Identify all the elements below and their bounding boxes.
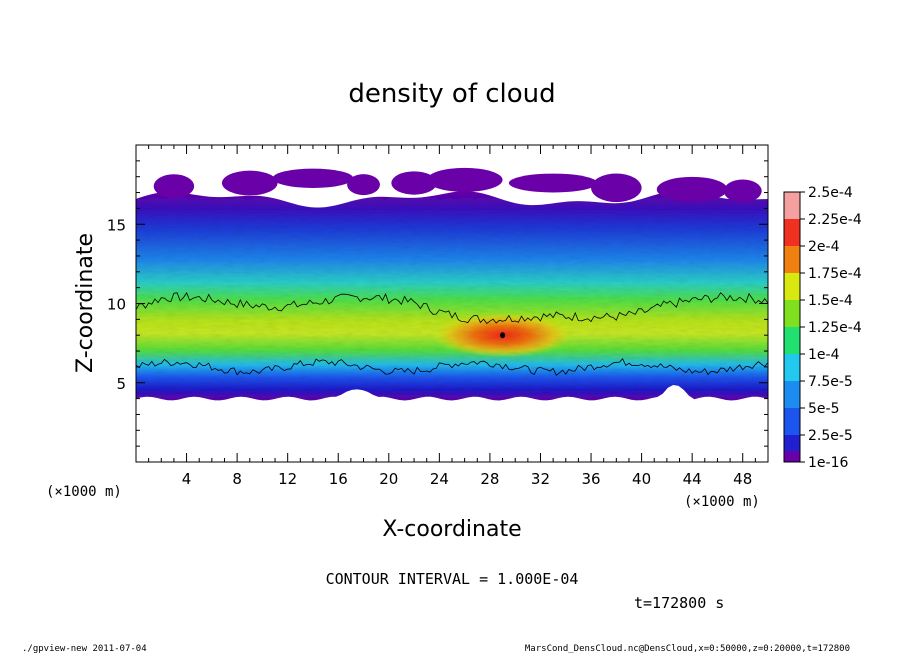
x-tick-label: 8 — [232, 470, 242, 488]
y-axis-title: Z-coordinate — [73, 233, 98, 373]
colorbar-swatch — [784, 451, 800, 462]
x-unit-label-right: (×1000 m) — [684, 494, 760, 510]
x-tick-label: 28 — [480, 470, 499, 488]
x-tick-label: 12 — [278, 470, 297, 488]
cloud-blob — [591, 173, 642, 203]
time-label: t=172800 s — [634, 594, 724, 612]
colorbar-swatch — [784, 246, 800, 273]
x-tick-label: 44 — [683, 470, 702, 488]
contour-lines — [136, 292, 768, 376]
colorbar-swatch — [784, 219, 800, 246]
footer-right: MarsCond_DensCloud.nc@DensCloud,x=0:5000… — [525, 644, 850, 654]
x-tick-label: 20 — [379, 470, 398, 488]
x-tick-label: 40 — [632, 470, 651, 488]
colorbar-label: 1e-4 — [808, 347, 840, 363]
colorbar-label: 2.5e-5 — [808, 428, 853, 444]
x-unit-label-left: (×1000 m) — [46, 484, 122, 500]
x-tick-label: 36 — [581, 470, 600, 488]
cloud-blob — [426, 167, 503, 192]
cloud-blob — [272, 168, 354, 188]
y-tick-label: 15 — [107, 216, 126, 234]
colorbar-swatch — [784, 408, 800, 435]
colorbar-swatch — [784, 300, 800, 327]
cloud-top-blobs — [153, 167, 762, 203]
cloud-blob — [391, 171, 437, 195]
x-tick-label: 16 — [329, 470, 348, 488]
colorbar-label: 2.25e-4 — [808, 212, 862, 228]
colorbar-label: 1.75e-4 — [808, 266, 862, 282]
colorbar-label: 1.5e-4 — [808, 293, 853, 309]
cloud-blob — [153, 174, 195, 199]
cloud-layer — [136, 190, 768, 401]
x-tick-label: 48 — [733, 470, 752, 488]
cloud-blob — [656, 176, 728, 202]
x-axis: 4 8 12 16 20 24 28 32 36 40 44 48 — [148, 145, 756, 488]
colorbar-label: 1e-16 — [808, 455, 848, 471]
chart-title: density of cloud — [348, 79, 555, 109]
contour-interval-text: CONTOUR INTERVAL = 1.000E-04 — [326, 570, 579, 588]
y-tick-label: 5 — [116, 375, 126, 393]
cloud-blob — [508, 173, 598, 193]
heatmap-field — [136, 167, 768, 401]
contour-peak — [500, 332, 506, 339]
y-tick-label: 10 — [107, 296, 126, 314]
cloud-blob — [221, 170, 278, 196]
colorbar-label: 2e-4 — [808, 239, 840, 255]
y-axis: 5 10 15 — [107, 160, 768, 447]
cloud-blob — [723, 179, 762, 203]
x-tick-label: 24 — [430, 470, 449, 488]
x-tick-label: 32 — [531, 470, 550, 488]
colorbar-swatch — [784, 381, 800, 408]
cloud-blob — [347, 174, 380, 196]
contour-lower — [136, 357, 768, 376]
contour-upper — [136, 292, 768, 324]
colorbar-label: 5e-5 — [808, 401, 839, 417]
colorbar-swatch — [784, 273, 800, 300]
x-tick-label: 4 — [182, 470, 192, 488]
colorbar-label: 2.5e-4 — [808, 185, 853, 201]
colorbar-swatch — [784, 327, 800, 354]
colorbar-swatch — [784, 354, 800, 381]
colorbar-label: 7.5e-5 — [808, 374, 853, 390]
footer-left: ./gpview-new 2011-07-04 — [22, 644, 147, 654]
x-axis-title: X-coordinate — [382, 517, 521, 542]
colorbar-label: 1.25e-4 — [808, 320, 862, 336]
colorbar: 1e-16 2.5e-5 5e-5 7.5e-5 1e-4 1.25e-4 1.5e-4 1.… — [783, 185, 862, 471]
colorbar-swatch — [784, 192, 800, 219]
